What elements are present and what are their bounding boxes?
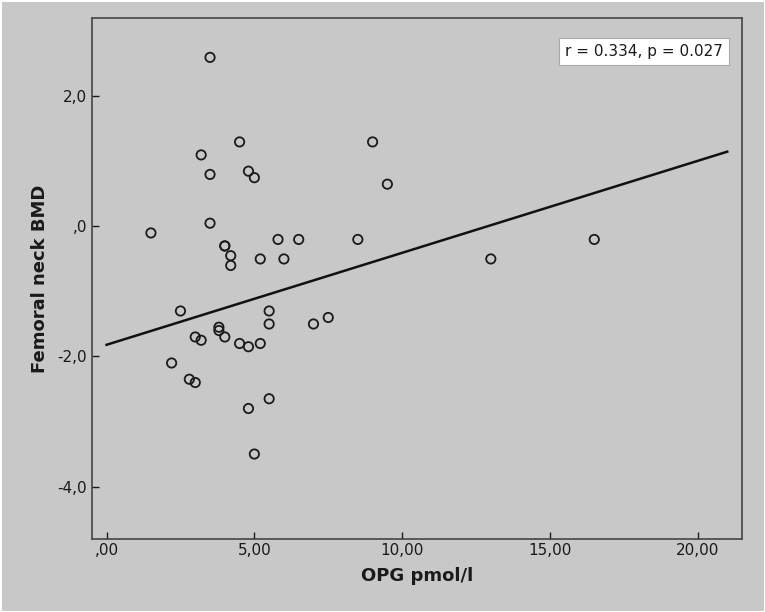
Point xyxy=(263,306,275,316)
Point xyxy=(254,338,266,348)
Point xyxy=(204,170,216,179)
Point xyxy=(195,150,207,160)
Point xyxy=(225,261,237,271)
Point xyxy=(243,404,255,414)
Point xyxy=(213,323,225,332)
Point xyxy=(588,234,601,244)
Point xyxy=(165,358,177,368)
Point xyxy=(145,228,157,238)
Point xyxy=(352,234,364,244)
Point xyxy=(292,234,304,244)
Point xyxy=(233,338,246,348)
Point xyxy=(366,137,379,147)
Point xyxy=(485,254,497,264)
Point xyxy=(195,335,207,345)
X-axis label: OPG pmol/l: OPG pmol/l xyxy=(361,567,473,584)
Point xyxy=(243,166,255,176)
Point xyxy=(254,254,266,264)
Point xyxy=(233,137,246,147)
Point xyxy=(189,378,201,387)
Point xyxy=(243,342,255,352)
Point xyxy=(248,449,260,459)
Point xyxy=(263,394,275,404)
Point xyxy=(204,218,216,228)
Point xyxy=(219,241,231,251)
Point xyxy=(213,326,225,335)
Point xyxy=(219,241,231,251)
Point xyxy=(184,375,196,384)
Point xyxy=(189,332,201,342)
Point xyxy=(204,53,216,62)
Point xyxy=(263,319,275,329)
Point xyxy=(174,306,187,316)
Y-axis label: Femoral neck BMD: Femoral neck BMD xyxy=(31,184,49,373)
Point xyxy=(322,313,334,323)
Point xyxy=(278,254,290,264)
Text: r = 0.334, p = 0.027: r = 0.334, p = 0.027 xyxy=(565,45,722,59)
Point xyxy=(225,251,237,261)
Point xyxy=(248,173,260,182)
Point xyxy=(308,319,320,329)
Point xyxy=(272,234,284,244)
Point xyxy=(381,179,393,189)
Point xyxy=(219,332,231,342)
